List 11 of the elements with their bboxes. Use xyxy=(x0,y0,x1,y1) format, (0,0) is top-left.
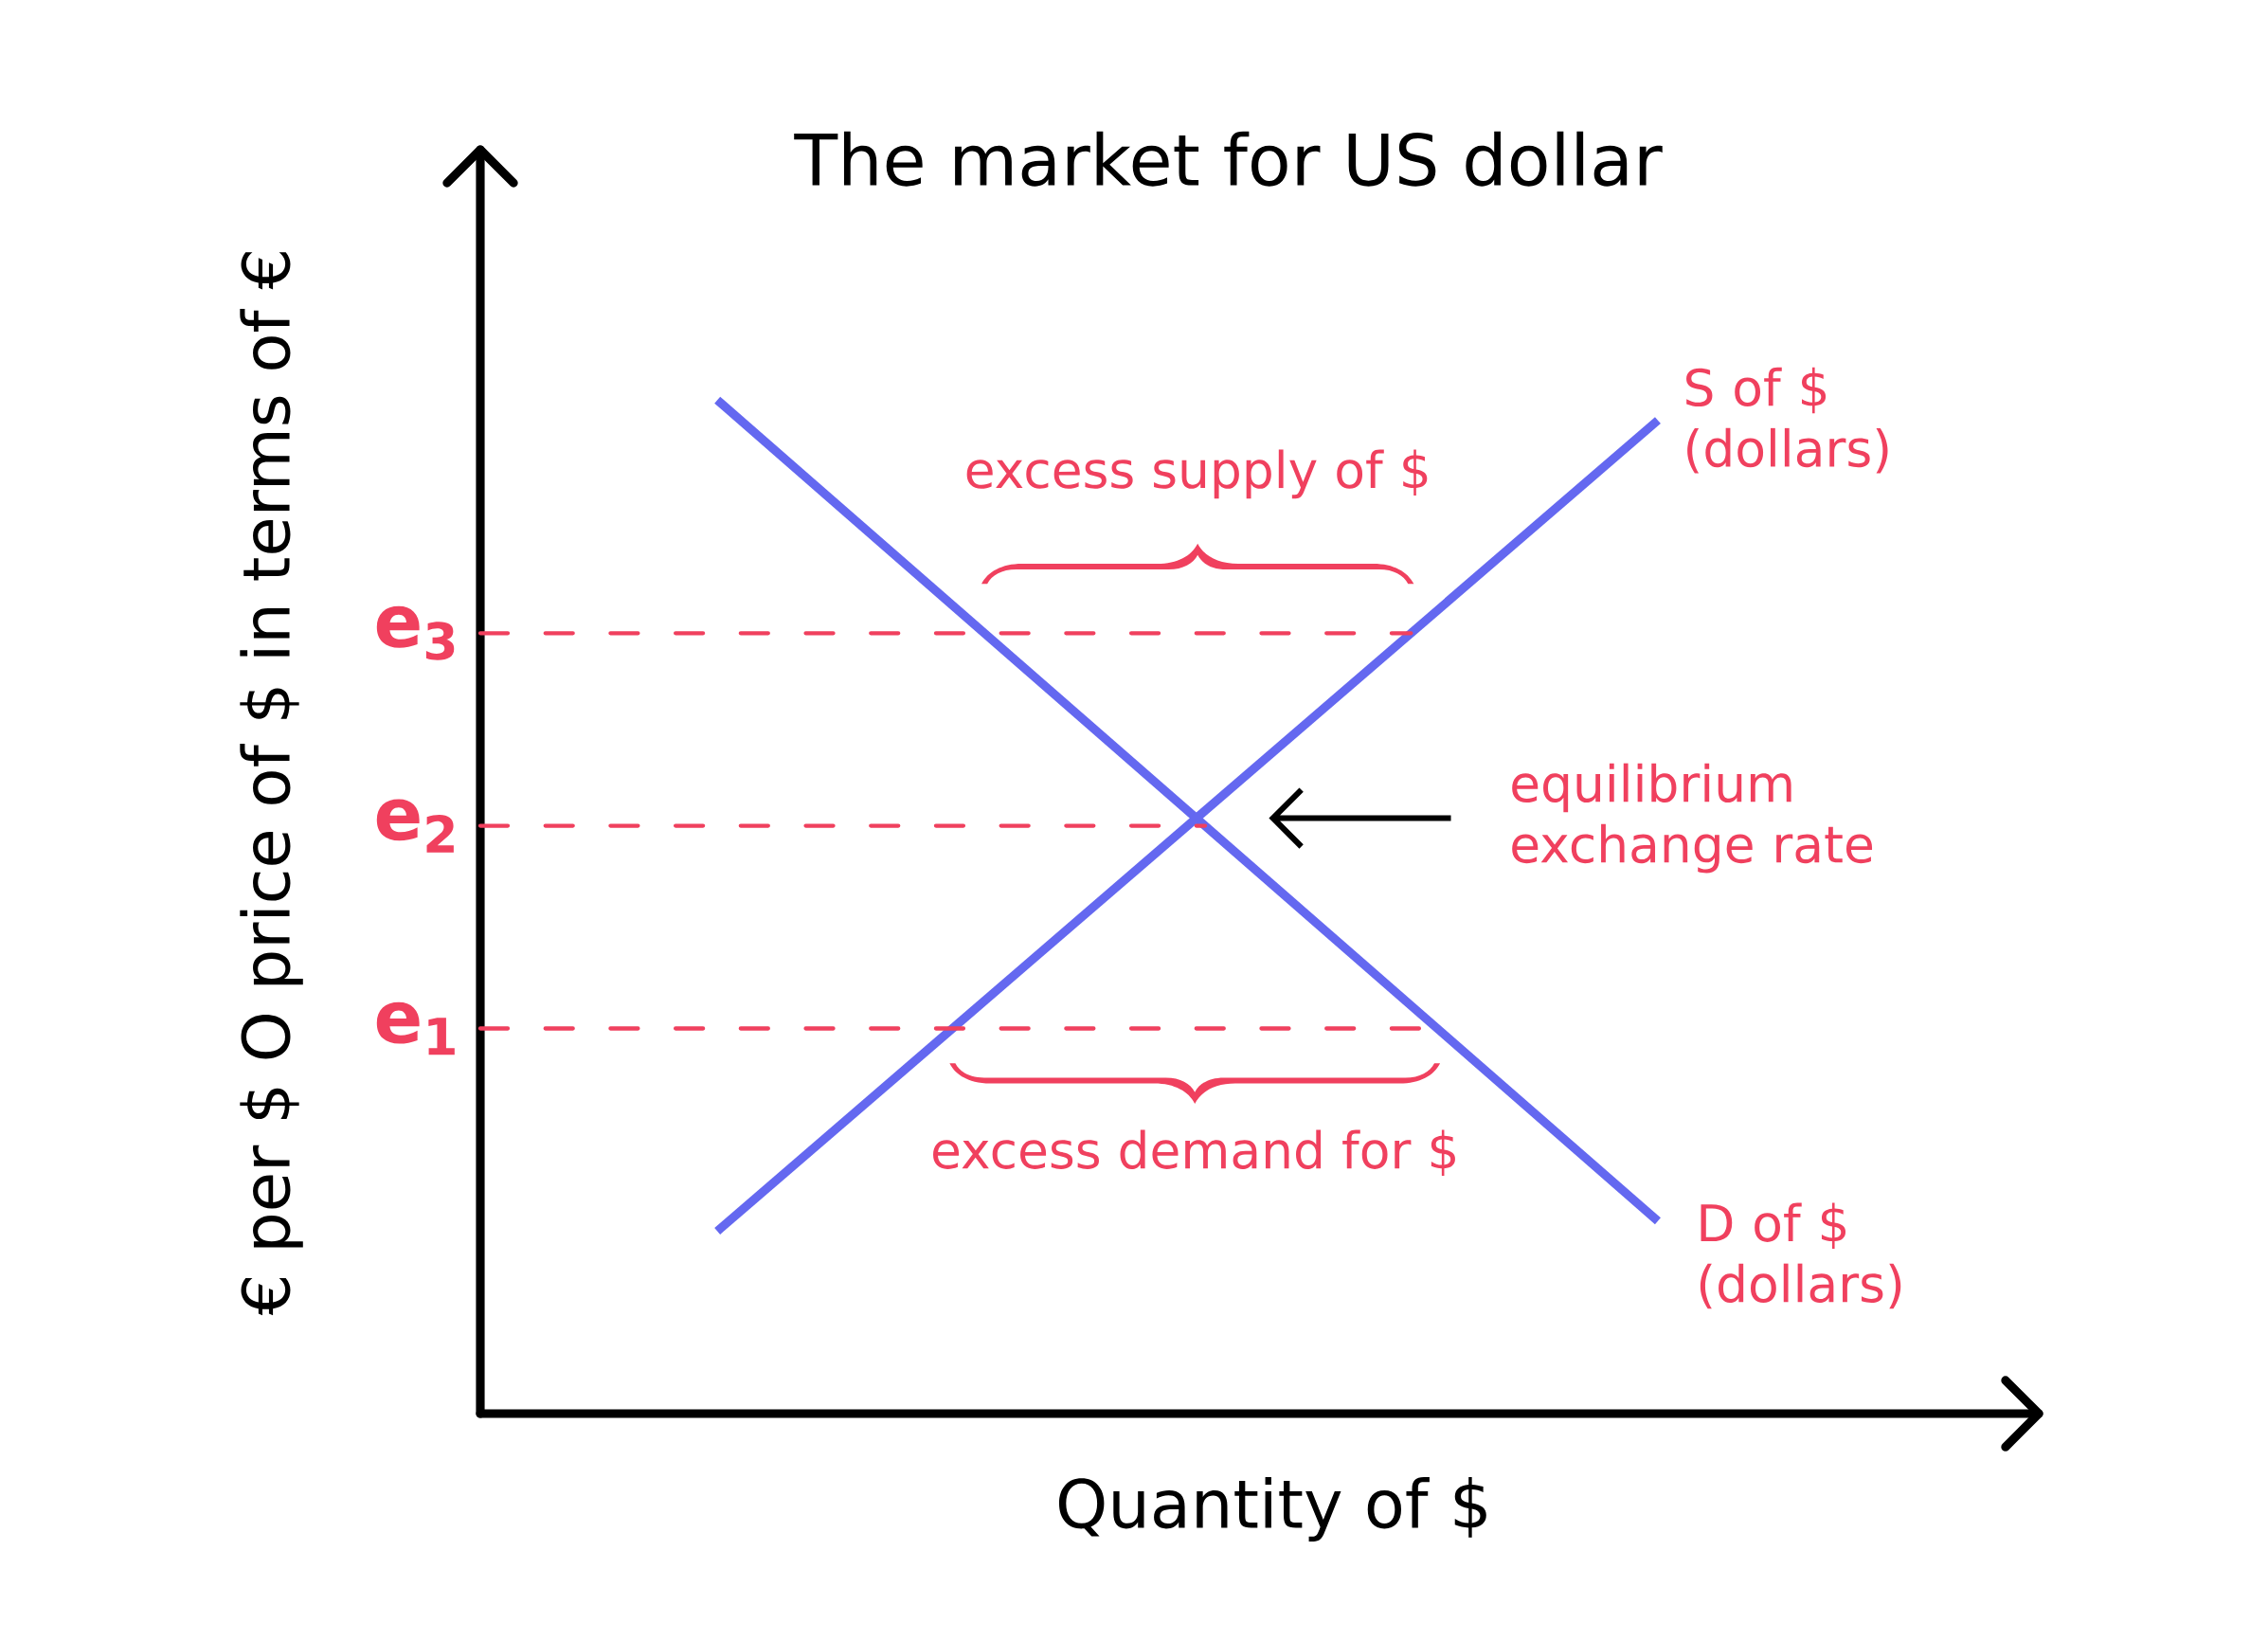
ref-line-label: e$_{2}$ xyxy=(376,799,454,853)
y-axis-title: € per $ O price of $ in terms of € xyxy=(240,252,303,1316)
annotation: equilibrium exchange rate xyxy=(1512,763,1873,874)
x-axis-title: Quantity of $ xyxy=(1058,1476,1486,1542)
annotation: excess demand for $ xyxy=(933,1129,1455,1177)
ref-line-label: e$_{1}$ xyxy=(376,1001,455,1055)
series-label: D of $ (dollars) xyxy=(1700,1202,1901,1309)
ref-line-label: e$_{3}$ xyxy=(376,605,455,660)
series-label: S of $ (dollars) xyxy=(1686,367,1888,474)
annotation: excess supply of $ xyxy=(966,449,1428,499)
chart-title: The market for US dollar xyxy=(794,131,1663,187)
